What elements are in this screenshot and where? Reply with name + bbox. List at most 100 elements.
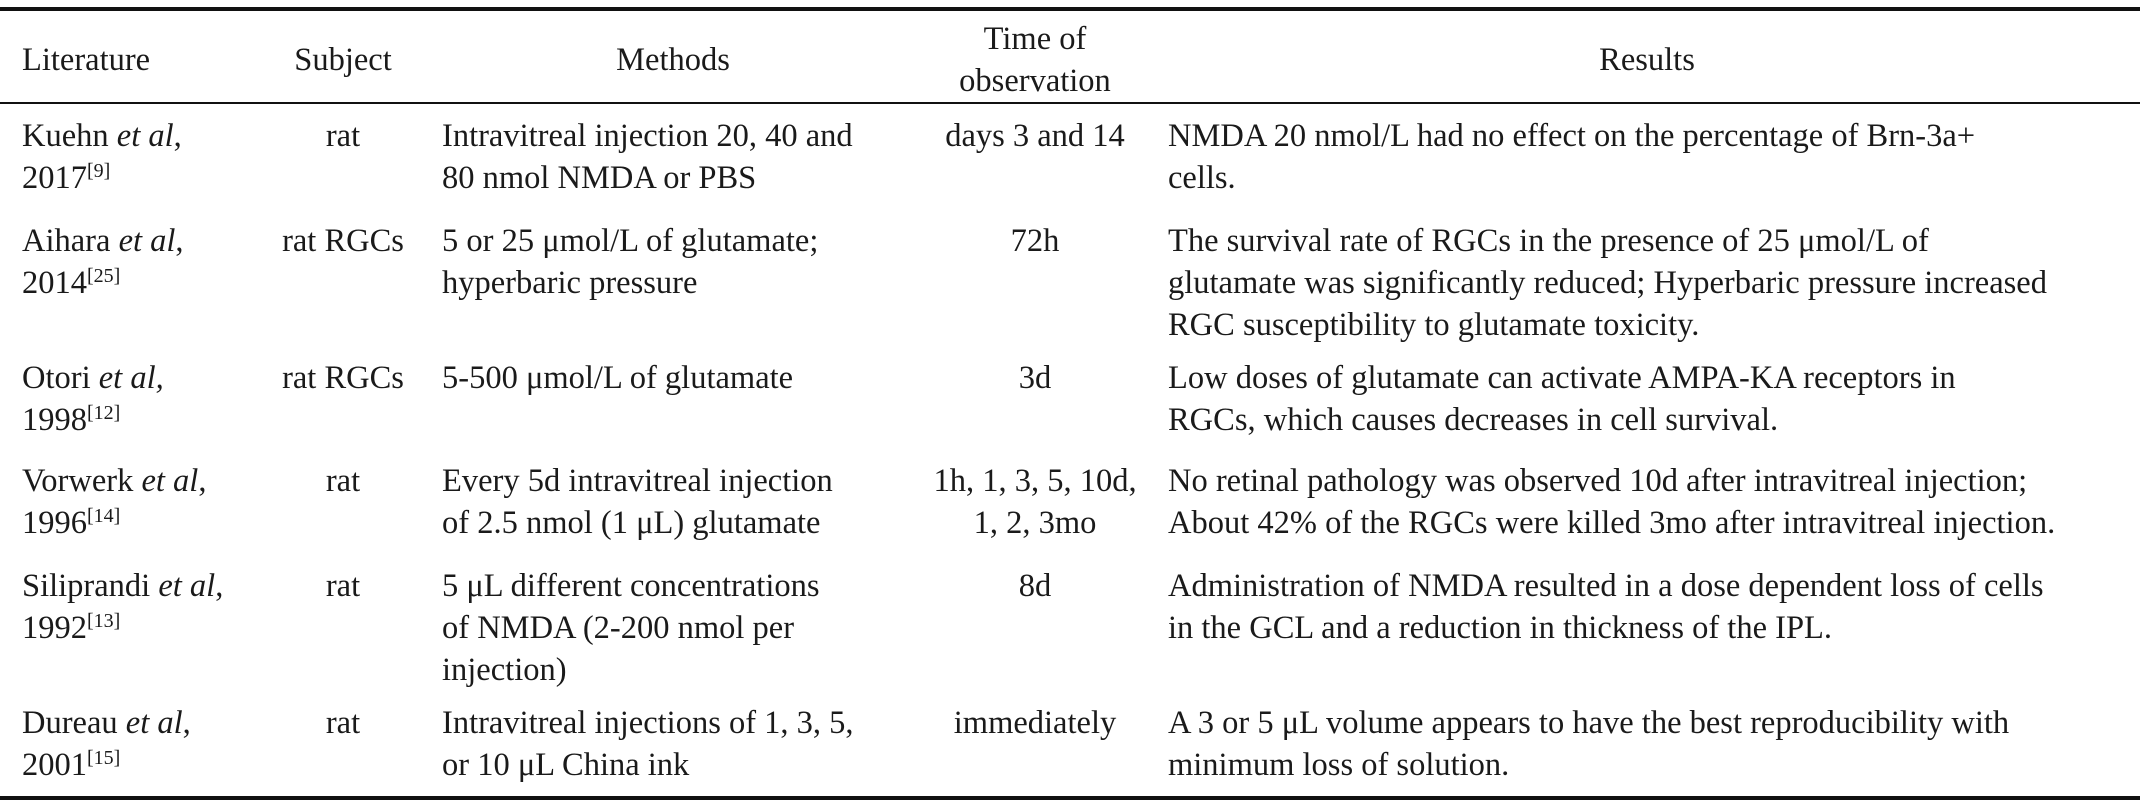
results-line: Low doses of glutamate can activate AMPA… [1168,360,1956,396]
results-cell: No retinal pathology was observed 10d af… [1168,460,2126,544]
subject-cell: rat RGCs [282,360,404,396]
author-name: Kuehn [22,118,117,154]
results-line: Administration of NMDA resulted in a dos… [1168,568,2044,604]
header-time-line: observation [959,63,1111,99]
et-al: et al, [98,360,164,396]
methods-line: 80 nmol NMDA or PBS [442,160,757,196]
citation-comma: , [182,705,191,741]
citation-line: Aihara et al, [22,220,262,262]
results-line: No retinal pathology was observed 10d af… [1168,463,2028,499]
results-line: RGC susceptibility to glutamate toxicity… [1168,307,1700,343]
citation-year: 1998 [22,402,87,438]
methods-cell: Intravitreal injection 20, 40 and 80 nmol… [442,115,904,199]
results-line: A 3 or 5 μL volume appears to have the b… [1168,705,2010,741]
methods-line: of 2.5 nmol (1 μL) glutamate [442,505,821,541]
methods-cell: 5 μL different concentrations of NMDA (2-… [442,565,904,691]
citation-year-line: 2001[15] [22,744,262,786]
reference-number: [13] [87,610,121,632]
results-line: The survival rate of RGCs in the presenc… [1168,223,1929,259]
reference-number: [12] [87,402,121,424]
citation-line: Otori et al, [22,357,262,399]
reference-number: [9] [87,160,111,182]
methods-cell: 5 or 25 μmol/L of glutamate; hyperbaric p… [442,220,904,304]
et-al: et al [125,705,183,741]
literature-cell: Aihara et al, 2014[25] [22,220,262,304]
results-cell: NMDA 20 nmol/L had no effect on the perc… [1168,115,2126,199]
methods-line: 5 or 25 μmol/L of glutamate; [442,223,819,259]
results-cell: A 3 or 5 μL volume appears to have the b… [1168,702,2126,786]
literature-cell: Kuehn et al, 2017[9] [22,115,262,199]
results-line: in the GCL and a reduction in thickness … [1168,610,1832,646]
time-cell: 8d [920,565,1150,607]
methods-line: or 10 μL China ink [442,747,690,783]
methods-line: injection) [442,652,567,688]
time-cell: 72h [920,220,1150,262]
author-name: Vorwerk [22,463,142,499]
time-line: 8d [1018,568,1052,604]
results-line: About 42% of the RGCs were killed 3mo af… [1168,505,2056,541]
literature-cell: Siliprandi et al, 1992[13] [22,565,262,649]
literature-cell: Dureau et al, 2001[15] [22,702,262,786]
citation-year: 2014 [22,265,87,301]
header-results: Results [1599,42,1695,78]
subject-cell: rat [325,118,361,154]
citation-comma: , [198,463,207,499]
results-line: NMDA 20 nmol/L had no effect on the perc… [1168,118,1976,154]
methods-line: 5 μL different concentrations [442,568,820,604]
results-cell: Administration of NMDA resulted in a dos… [1168,565,2126,649]
citation-year: 1992 [22,610,87,646]
time-cell: days 3 and 14 [920,115,1150,157]
citation-comma: , [215,568,224,604]
header-time-line: Time of [983,21,1087,57]
bottom-rule [0,796,2140,800]
time-line: days 3 and 14 [945,118,1125,154]
subject-cell: rat [325,463,361,499]
citation-year-line: 2017[9] [22,157,262,199]
results-line: cells. [1168,160,1236,196]
time-line: immediately [953,705,1117,741]
methods-cell: Every 5d intravitreal injection of 2.5 nm… [442,460,904,544]
time-line: 3d [1018,360,1052,396]
top-rule [0,7,2140,11]
author-name: Aihara [22,223,119,259]
reference-number: [15] [87,747,121,769]
time-line: 72h [1010,223,1060,259]
citation-comma: , [175,223,184,259]
header-methods: Methods [616,42,730,78]
author-name: Dureau [22,705,126,741]
subject-cell: rat [325,568,361,604]
methods-cell: Intravitreal injections of 1, 3, 5, or 10… [442,702,904,786]
citation-line: Dureau et al, [22,702,262,744]
citation-year: 2001 [22,747,87,783]
citation-line: Vorwerk et al, [22,460,262,502]
author-name: Siliprandi [22,568,159,604]
header-time: Time of observation [920,18,1150,102]
citation-year-line: 2014[25] [22,262,262,304]
methods-cell: 5-500 μmol/L of glutamate [442,357,904,399]
header-rule [0,102,2140,104]
citation-line: Siliprandi et al, [22,565,262,607]
et-al: et al [118,223,176,259]
methods-line: of NMDA (2-200 nmol per [442,610,795,646]
results-line: glutamate was significantly reduced; Hyp… [1168,265,2047,301]
results-cell: Low doses of glutamate can activate AMPA… [1168,357,2126,441]
citation-year: 1996 [22,505,87,541]
time-cell: 1h, 1, 3, 5, 10d, 1, 2, 3mo [920,460,1150,544]
citation-year-line: 1996[14] [22,502,262,544]
citation-year: 2017 [22,160,87,196]
citation-year-line: 1992[13] [22,607,262,649]
et-al: et al [141,463,199,499]
header-literature: Literature [22,42,151,78]
time-line: 1, 2, 3mo [973,505,1097,541]
subject-cell: rat RGCs [282,223,404,259]
reference-number: [14] [87,505,121,527]
methods-line: Every 5d intravitreal injection [442,463,833,499]
methods-line: hyperbaric pressure [442,265,698,301]
time-cell: 3d [920,357,1150,399]
methods-line: Intravitreal injection 20, 40 and [442,118,853,154]
et-al: et al [158,568,216,604]
citation-comma: , [173,118,182,154]
methods-line: Intravitreal injections of 1, 3, 5, [442,705,854,741]
reference-number: [25] [87,265,121,287]
author-name: Otori [22,360,99,396]
